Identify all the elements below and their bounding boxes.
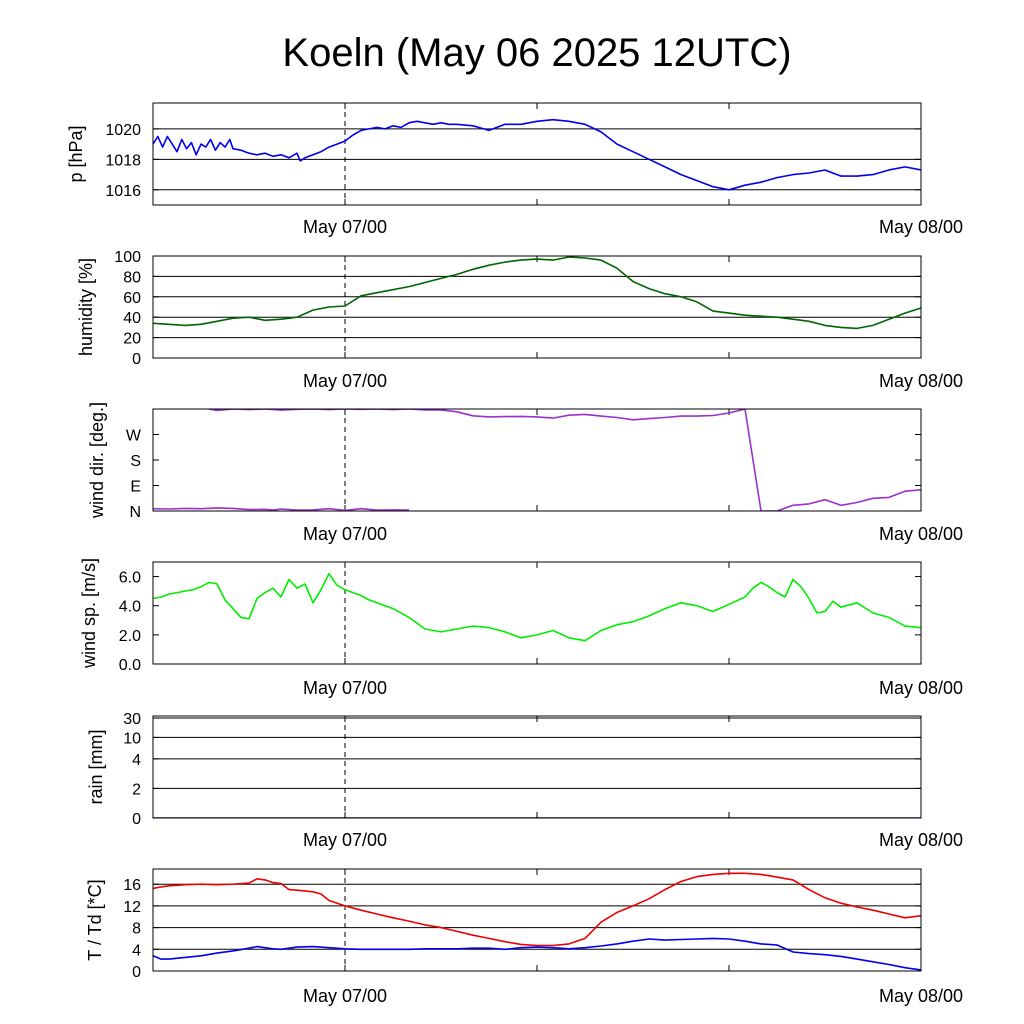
- pressure-ytick-label: 1018: [105, 152, 141, 169]
- wind_speed-xlabel-may08: May 08/00: [879, 678, 963, 698]
- rain-ytick-label: 0: [132, 811, 141, 828]
- wind_direction-xlabel-may07: May 07/00: [303, 524, 387, 544]
- humidity-line: [153, 256, 921, 330]
- wind_direction-line-segment-1: [153, 507, 410, 511]
- humidity-ytick-label: 80: [123, 269, 141, 286]
- wind_direction-ylabel: wind dir. [deg.]: [87, 402, 107, 519]
- wind_speed-ytick-label: 4.0: [119, 599, 141, 616]
- wind_direction-ytick-label: S: [130, 453, 141, 470]
- temperature-line-2: [153, 937, 921, 971]
- wind_speed-frame: [152, 561, 922, 665]
- wind_speed-ytick-label: 2.0: [119, 628, 141, 645]
- pressure-frame: [152, 102, 922, 206]
- pressure-ytick-label: 1016: [105, 183, 141, 200]
- humidity-frame: [152, 255, 922, 359]
- temperature-ylabel: T / Td [*C]: [85, 879, 105, 960]
- wind_direction-ytick-label: N: [129, 504, 141, 521]
- wind_direction-xlabel-may08: May 08/00: [879, 524, 963, 544]
- pressure-ytick-label: 1020: [105, 122, 141, 139]
- rain-ylabel: rain [mm]: [86, 729, 106, 804]
- rain-xlabel-may07: May 07/00: [303, 830, 387, 850]
- temperature-ytick-label: 12: [123, 899, 141, 916]
- rain-ytick-label: 30: [123, 711, 141, 728]
- humidity-ytick-label: 20: [123, 331, 141, 348]
- wind_speed-xlabel-may07: May 07/00: [303, 678, 387, 698]
- humidity-ytick-label: 0: [132, 351, 141, 368]
- rain-xlabel-may08: May 08/00: [879, 830, 963, 850]
- humidity-ytick-label: 100: [114, 249, 141, 266]
- rain-ytick-label: 4: [132, 752, 141, 769]
- temperature-line-1: [153, 872, 921, 947]
- temperature-ytick-label: 4: [132, 942, 141, 959]
- pressure-ylabel: p [hPa]: [66, 125, 86, 182]
- temperature-xlabel-may08: May 08/00: [879, 986, 963, 1006]
- pressure-xlabel-may07: May 07/00: [303, 217, 387, 237]
- wind_speed-ylabel: wind sp. [m/s]: [79, 558, 99, 669]
- wind_speed-ytick-label: 6.0: [119, 570, 141, 587]
- humidity-ytick-label: 40: [123, 310, 141, 327]
- pressure-line: [153, 118, 921, 191]
- temperature-ytick-label: 16: [123, 877, 141, 894]
- humidity-ylabel: humidity [%]: [76, 258, 96, 356]
- humidity-ytick-label: 60: [123, 290, 141, 307]
- chart-title: Koeln (May 06 2025 12UTC): [282, 31, 791, 75]
- temperature-ytick-label: 0: [132, 964, 141, 981]
- temperature-ytick-label: 8: [132, 921, 141, 938]
- humidity-xlabel-may07: May 07/00: [303, 371, 387, 391]
- wind_direction-frame: [152, 408, 922, 512]
- temperature-xlabel-may07: May 07/00: [303, 986, 387, 1006]
- wind_direction-ytick-label: W: [126, 428, 142, 445]
- pressure-xlabel-may08: May 08/00: [879, 217, 963, 237]
- humidity-xlabel-may08: May 08/00: [879, 371, 963, 391]
- temperature-frame: [152, 868, 922, 972]
- wind_speed-line: [153, 572, 921, 642]
- rain-ytick-label: 2: [132, 781, 141, 798]
- rain-frame: [152, 715, 922, 819]
- wind_direction-ytick-label: E: [130, 479, 141, 496]
- rain-ytick-label: 10: [123, 730, 141, 747]
- wind_direction-line-segment-2: [208, 409, 921, 511]
- wind_speed-ytick-label: 0.0: [119, 657, 141, 674]
